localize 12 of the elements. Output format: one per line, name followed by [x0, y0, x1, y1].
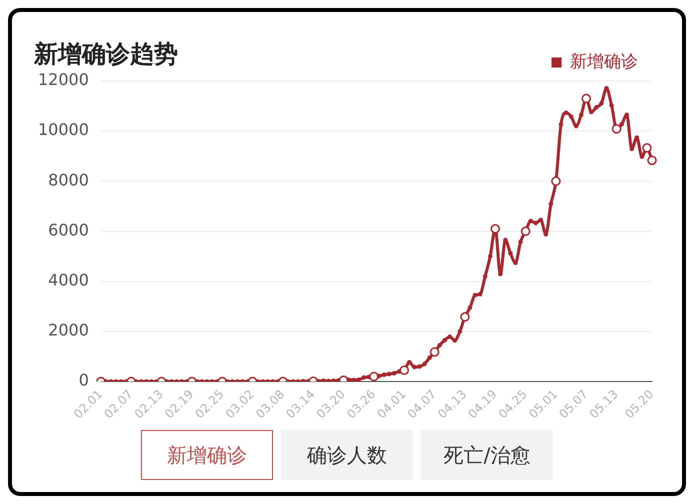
- y-tick-label: 10000: [38, 120, 89, 140]
- y-tick-label: 2000: [48, 320, 89, 340]
- tab-button: 新增确诊: [141, 430, 273, 480]
- y-tick-label: 6000: [48, 220, 89, 240]
- y-tick-label: 4000: [48, 270, 89, 290]
- tab-button: 死亡/治愈: [421, 430, 553, 480]
- legend-label: 新增确诊: [570, 52, 638, 72]
- y-tick-label: 12000: [38, 70, 89, 90]
- y-tick-label: 0: [78, 370, 89, 390]
- tab-button: 确诊人数: [281, 430, 413, 480]
- chart-title: 新增确诊趋势: [34, 39, 178, 70]
- y-tick-label: 8000: [48, 170, 89, 190]
